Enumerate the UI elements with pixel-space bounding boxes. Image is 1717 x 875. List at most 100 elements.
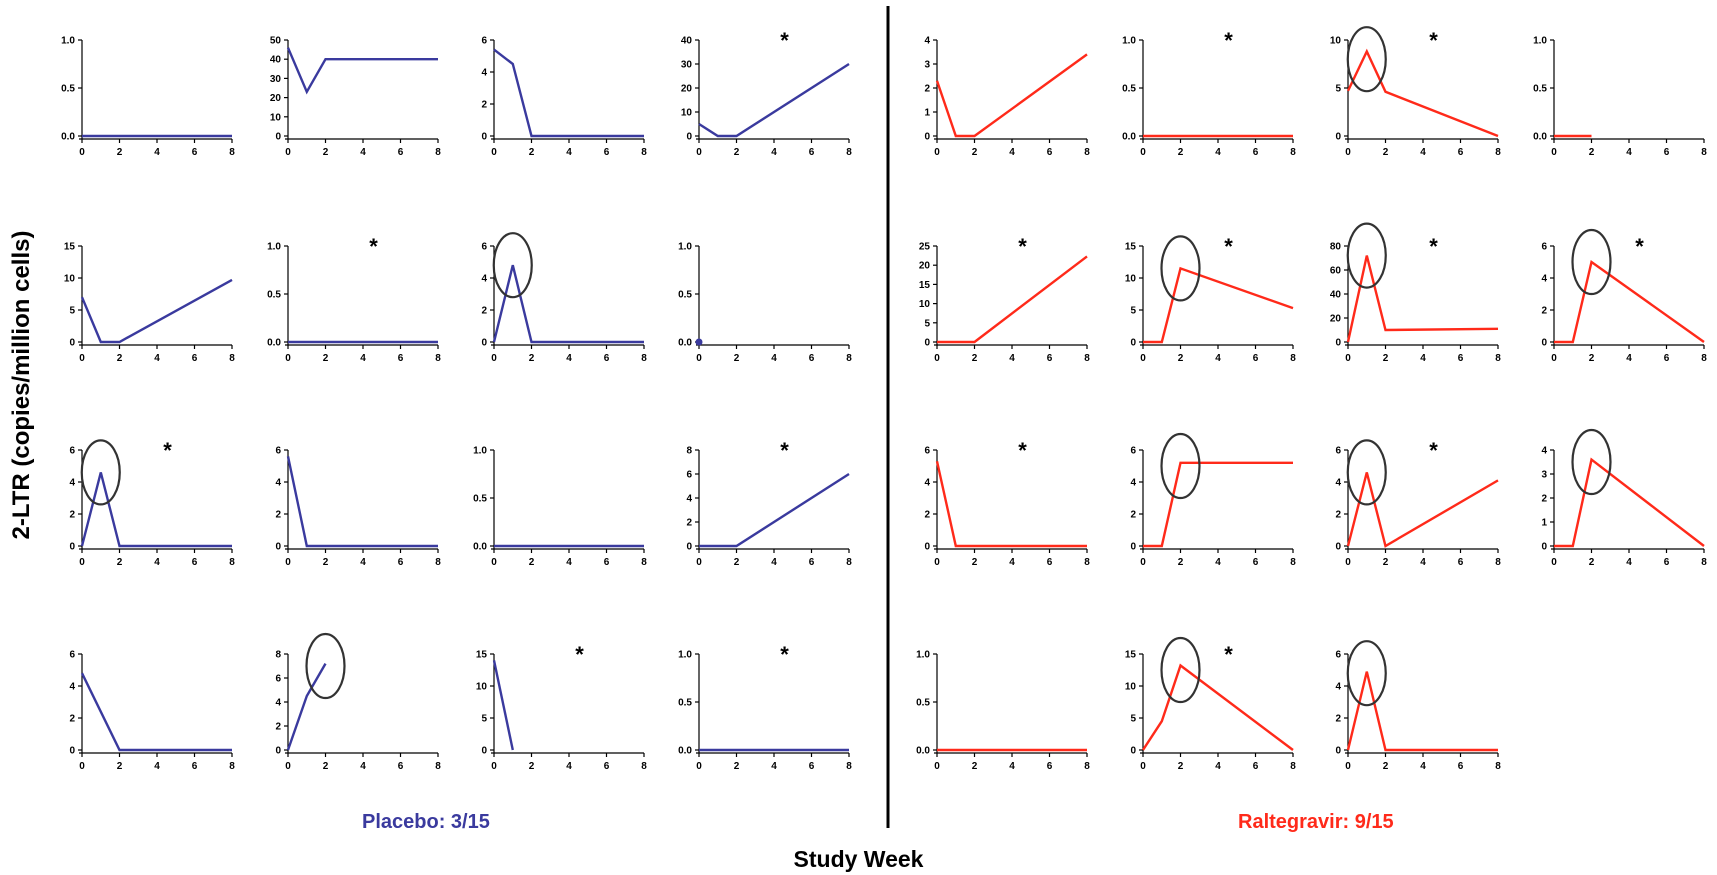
x-tick-label: 8	[1495, 557, 1501, 568]
y-tick-label: 6	[481, 242, 487, 253]
x-tick-label: 2	[529, 353, 535, 364]
y-tick-label: 0	[69, 338, 75, 349]
x-tick-label: 8	[1290, 557, 1296, 568]
y-tick-label: 10	[64, 274, 76, 285]
y-tick-label: 10	[1125, 682, 1137, 693]
y-tick-label: 1.0	[678, 650, 692, 661]
x-tick-label: 2	[1178, 557, 1184, 568]
panel-raltegravir-4: 0.0 0.5 1.0 0 2 4 6 8	[1533, 36, 1707, 159]
y-tick-label: 2	[481, 100, 487, 111]
y-tick-label: 4	[275, 478, 281, 489]
x-tick-label: 6	[604, 761, 610, 772]
x-tick-label: 0	[79, 557, 85, 568]
significance-star: *	[1018, 234, 1027, 259]
x-tick-label: 4	[154, 147, 160, 158]
y-tick-label: 0	[1335, 338, 1341, 349]
y-tick-label: 4	[481, 68, 487, 79]
panel-placebo-10: 0 2 4 6 0 2 4 6 8	[275, 446, 441, 569]
panel-placebo-9: 0 2 4 6 0 2 4 6 8 *	[69, 438, 235, 568]
series-line	[1554, 259, 1705, 344]
y-tick-label: 2	[1130, 510, 1136, 521]
x-tick-label: 4	[1626, 147, 1632, 158]
y-tick-label: 10	[1330, 36, 1342, 47]
x-tick-label: 4	[360, 353, 366, 364]
highlight-ellipse	[1160, 235, 1201, 302]
panel-raltegravir-9: 0 2 4 6 0 2 4 6 8 *	[924, 438, 1090, 568]
x-tick-label: 4	[360, 557, 366, 568]
x-tick-label: 4	[1215, 353, 1221, 364]
x-tick-label: 8	[641, 557, 647, 568]
y-tick-label: 30	[681, 60, 693, 71]
x-tick-label: 6	[1253, 353, 1259, 364]
y-tick-label: 0	[686, 542, 692, 553]
y-tick-label: 80	[1330, 242, 1342, 253]
y-tick-label: 20	[1330, 314, 1342, 325]
y-tick-label: 0	[1130, 746, 1136, 757]
x-tick-label: 8	[229, 353, 235, 364]
series-line	[1141, 663, 1294, 751]
x-tick-label: 8	[229, 761, 235, 772]
x-tick-label: 6	[1458, 353, 1464, 364]
x-tick-label: 4	[1420, 353, 1426, 364]
y-tick-label: 25	[919, 242, 931, 253]
x-tick-label: 8	[1290, 353, 1296, 364]
y-tick-label: 60	[1330, 266, 1342, 277]
x-tick-label: 6	[192, 557, 198, 568]
y-tick-label: 4	[481, 274, 487, 285]
y-tick-label: 3	[924, 60, 930, 71]
y-tick-label: 15	[476, 650, 488, 661]
significance-star: *	[575, 642, 584, 667]
x-tick-label: 6	[809, 761, 815, 772]
x-tick-label: 6	[1047, 557, 1053, 568]
y-tick-label: 0	[1335, 542, 1341, 553]
y-tick-label: 0.5	[61, 84, 75, 95]
y-tick-label: 4	[1335, 478, 1341, 489]
x-tick-label: 4	[1009, 353, 1015, 364]
y-tick-label: 15	[919, 280, 931, 291]
x-tick-label: 6	[1458, 761, 1464, 772]
panel-placebo-7: 0 2 4 6 0 2 4 6 8	[481, 232, 647, 364]
x-tick-label: 6	[1664, 147, 1670, 158]
y-tick-label: 1.0	[678, 242, 692, 253]
x-tick-label: 0	[934, 761, 940, 772]
x-tick-label: 2	[323, 557, 329, 568]
x-tick-label: 2	[1589, 353, 1595, 364]
y-tick-label: 1.0	[1533, 36, 1547, 47]
significance-star: *	[1224, 28, 1233, 53]
y-tick-label: 6	[275, 674, 281, 685]
highlight-ellipse	[1571, 228, 1612, 296]
y-tick-label: 2	[1541, 494, 1547, 505]
panel-placebo-3: 0 2 4 6 0 2 4 6 8	[481, 36, 647, 159]
x-axis-label: Study Week	[793, 846, 924, 872]
x-tick-label: 2	[734, 557, 740, 568]
x-tick-label: 8	[846, 761, 852, 772]
y-tick-label: 0	[1335, 132, 1341, 143]
x-tick-label: 8	[1495, 147, 1501, 158]
x-tick-label: 8	[641, 147, 647, 158]
y-tick-label: 0	[275, 746, 281, 757]
raltegravir-label: Raltegravir: 9/15	[1238, 811, 1394, 833]
y-tick-label: 0.5	[267, 290, 281, 301]
panel-placebo-15: 0 5 10 15 0 2 4 6 8 *	[476, 642, 647, 772]
y-tick-label: 6	[1335, 446, 1341, 457]
y-tick-label: 0	[69, 542, 75, 553]
x-tick-label: 8	[1084, 147, 1090, 158]
x-tick-label: 8	[1084, 557, 1090, 568]
x-tick-label: 2	[972, 353, 978, 364]
panel-raltegravir-1: 0 1 2 3 4 0 2 4 6 8	[924, 36, 1090, 159]
x-tick-label: 4	[360, 147, 366, 158]
x-tick-label: 6	[1253, 147, 1259, 158]
y-tick-label: 4	[1541, 446, 1547, 457]
y-tick-label: 6	[1541, 242, 1547, 253]
x-tick-label: 6	[192, 353, 198, 364]
significance-star: *	[780, 642, 789, 667]
x-tick-label: 0	[1551, 557, 1557, 568]
y-tick-label: 0.0	[916, 746, 930, 757]
panel-raltegravir-6: 0 5 10 15 0 2 4 6 8 *	[1125, 234, 1296, 364]
x-tick-label: 8	[641, 761, 647, 772]
x-tick-label: 4	[1009, 557, 1015, 568]
highlight-ellipse	[1160, 432, 1201, 500]
data-point	[695, 338, 703, 346]
highlight-ellipse	[305, 632, 346, 700]
